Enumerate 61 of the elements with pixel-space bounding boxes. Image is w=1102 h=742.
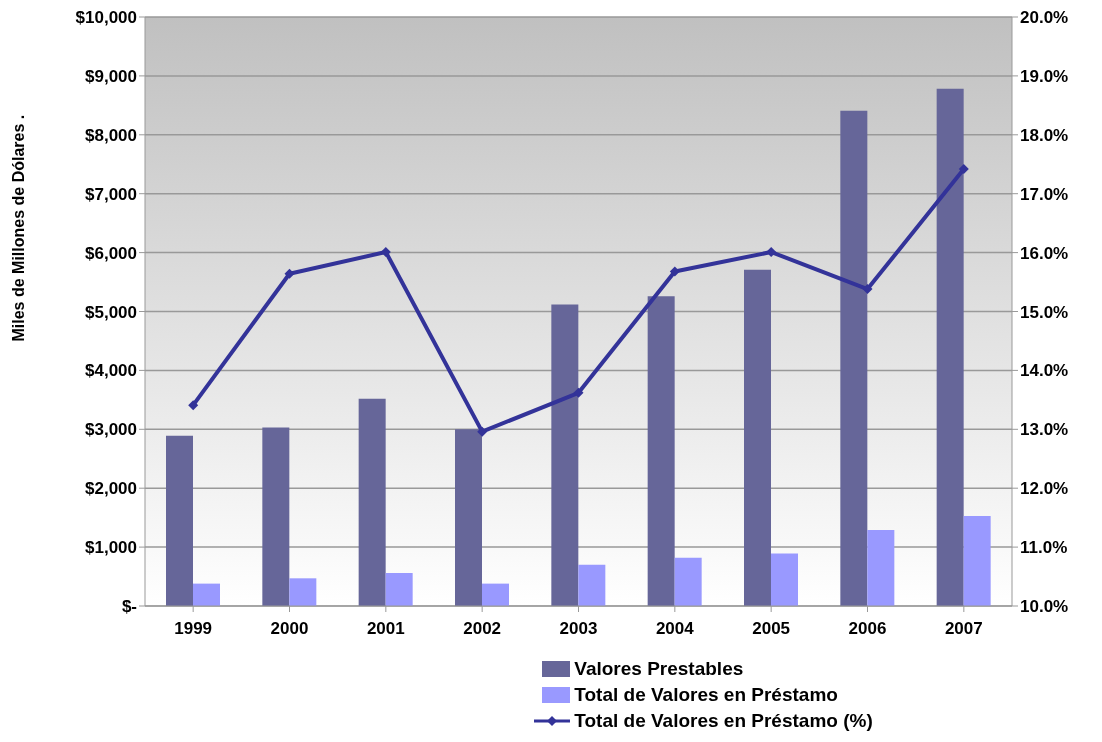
y-tick-label: $8,000 xyxy=(85,125,137,145)
y2-tick-label: 20.0% xyxy=(1020,8,1069,28)
y2-tick-label: 18.0% xyxy=(1020,125,1069,145)
bar xyxy=(358,398,386,606)
bar xyxy=(166,435,193,606)
y-tick-label: $9,000 xyxy=(85,66,137,86)
point xyxy=(862,284,873,295)
bar xyxy=(674,557,702,606)
x-tick-label: 2001 xyxy=(366,619,405,639)
y-tick-label: $3,000 xyxy=(85,420,137,440)
x-tick-label: 2007 xyxy=(944,619,983,639)
bar xyxy=(455,429,482,606)
legend-label: Valores Prestables xyxy=(574,658,744,680)
y-tick-label: $7,000 xyxy=(85,184,137,204)
x-tick-label: 2003 xyxy=(559,619,598,639)
x-tick-label: 2005 xyxy=(752,619,791,639)
bar xyxy=(385,573,413,606)
bar xyxy=(289,578,317,606)
point xyxy=(669,266,680,277)
y2-tick-label: 11.0% xyxy=(1020,538,1068,558)
bar xyxy=(867,530,895,606)
legend-label: Total de Valores en Préstamo xyxy=(574,684,838,706)
y-tick-label: $- xyxy=(121,597,137,617)
y-tick-label: $5,000 xyxy=(85,302,137,322)
bar xyxy=(963,515,991,606)
y2-tick-label: 17.0% xyxy=(1020,184,1069,204)
bar xyxy=(840,110,868,606)
y2-tick-label: 19.0% xyxy=(1020,66,1069,86)
y-tick-label: $1,000 xyxy=(85,538,137,558)
bar xyxy=(771,553,798,606)
bar xyxy=(647,296,675,606)
x-tick-label: 1999 xyxy=(174,619,213,639)
y2-tick-label: 12.0% xyxy=(1020,479,1069,499)
y-tick-label: $6,000 xyxy=(85,243,137,263)
y2-tick-label: 10.0% xyxy=(1020,597,1069,617)
bar xyxy=(936,88,964,606)
bar xyxy=(482,583,509,606)
bar xyxy=(578,564,606,606)
y-tick-label: $10,000 xyxy=(75,8,137,28)
bar xyxy=(744,269,771,606)
y2-tick-label: 16.0% xyxy=(1020,243,1069,263)
y2-tick-label: 13.0% xyxy=(1020,420,1069,440)
point xyxy=(766,247,777,258)
x-tick-label: 2002 xyxy=(463,619,502,639)
point xyxy=(284,268,295,279)
y2-tick-label: 14.0% xyxy=(1020,361,1069,381)
y2-tick-label: 15.0% xyxy=(1020,302,1069,322)
point xyxy=(958,163,969,174)
bar xyxy=(551,304,579,606)
x-tick-label: 2000 xyxy=(270,619,309,639)
bar xyxy=(193,583,220,606)
bar xyxy=(262,427,290,606)
x-tick-label: 2006 xyxy=(848,619,887,639)
x-tick-label: 2004 xyxy=(655,619,695,639)
y-tick-label: $2,000 xyxy=(85,479,137,499)
legend-label: Total de Valores en Préstamo (%) xyxy=(574,710,873,732)
y-tick-label: $4,000 xyxy=(85,361,137,381)
point xyxy=(477,426,488,437)
point xyxy=(573,387,584,398)
point xyxy=(188,400,199,411)
y-axis-title: Miles de Millones de Dólares . xyxy=(9,114,27,342)
